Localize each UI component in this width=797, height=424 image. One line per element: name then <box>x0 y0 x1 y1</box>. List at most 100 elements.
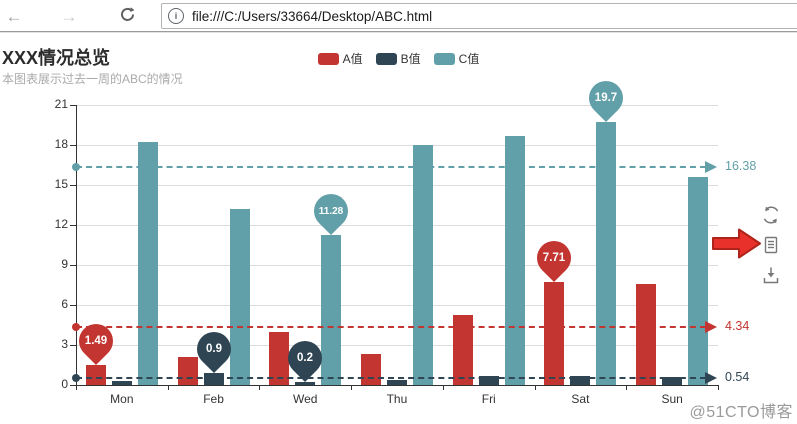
x-axis-tick <box>351 385 353 390</box>
watermark: @51CTO博客 <box>689 404 793 421</box>
chart-legend: A值 B值 C值 <box>0 50 797 67</box>
y-axis-label: 0 <box>61 377 68 391</box>
markline-label: 0.54 <box>725 369 750 384</box>
legend-swatch-b <box>375 52 397 65</box>
bar-B值-Wed[interactable] <box>295 382 316 385</box>
bar-A值-Mon[interactable] <box>85 365 106 385</box>
y-axis-tick <box>70 345 76 346</box>
markline-start-dot <box>72 373 80 382</box>
y-axis-tick <box>70 225 76 226</box>
bar-A值-Wed[interactable] <box>269 331 290 385</box>
page-info-icon[interactable]: i <box>168 8 184 24</box>
reload-button[interactable] <box>115 4 139 28</box>
legend-swatch-c <box>433 52 455 65</box>
markpoint-C值-Wed: 11.28 <box>307 186 356 235</box>
markpoint-B值-Feb: 0.9 <box>189 324 238 374</box>
legend-item-b[interactable]: B值 <box>375 50 421 67</box>
x-axis-tick <box>76 385 77 390</box>
browser-toolbar: ← → i file:///C:/Users/33664/Desktop/ABC… <box>0 0 797 32</box>
gridline <box>76 225 718 226</box>
x-axis-label: Mon <box>110 392 134 406</box>
bar-A值-Feb[interactable] <box>177 357 198 385</box>
x-axis-tick <box>167 385 169 390</box>
bar-A值-Thu[interactable] <box>361 354 381 385</box>
markline <box>76 165 706 168</box>
y-axis-tick <box>70 385 76 386</box>
refresh-icon[interactable] <box>761 205 781 225</box>
markline-start-dot <box>72 323 80 332</box>
markline-label: 16.38 <box>725 158 757 173</box>
address-bar[interactable]: i file:///C:/Users/33664/Desktop/ABC.htm… <box>161 3 797 29</box>
legend-swatch-a <box>317 52 339 65</box>
markline-arrow <box>705 321 717 334</box>
bar-B值-Feb[interactable] <box>203 373 224 385</box>
bar-A值-Fri[interactable] <box>452 315 473 385</box>
y-axis-label: 21 <box>54 97 68 111</box>
x-axis-tick <box>534 385 536 390</box>
gridline <box>76 305 718 306</box>
y-axis-label: 15 <box>54 177 68 191</box>
bar-B值-Fri[interactable] <box>478 375 499 385</box>
bar-A值-Sat[interactable] <box>544 282 565 385</box>
markline-arrow <box>705 371 717 384</box>
y-axis-label: 12 <box>54 217 68 231</box>
markpoint-label: 11.28 <box>319 205 344 217</box>
x-axis-label: Thu <box>386 392 408 406</box>
x-axis-tick <box>718 385 719 390</box>
x-axis-label: Wed <box>293 392 318 406</box>
markline-label: 4.34 <box>725 319 750 334</box>
bar-B值-Mon[interactable] <box>111 381 132 385</box>
bar-B值-Sun[interactable] <box>662 377 683 385</box>
gridline <box>76 105 718 106</box>
x-axis-tick <box>442 385 444 390</box>
bar-C值-Sat[interactable] <box>596 122 617 385</box>
markline <box>76 326 706 329</box>
y-axis-label: 9 <box>61 257 68 271</box>
bar-C值-Sun[interactable] <box>688 177 709 385</box>
back-button[interactable]: ← <box>2 4 26 28</box>
markpoint-label: 19.7 <box>595 92 618 105</box>
chart-toolbox <box>761 205 781 285</box>
bar-B值-Sat[interactable] <box>570 375 591 385</box>
legend-label-c: C值 <box>458 52 480 66</box>
x-axis-tick <box>259 385 261 390</box>
markpoint-A值-Mon: 1.49 <box>71 317 120 366</box>
markpoint-C值-Sat: 19.7 <box>582 74 631 123</box>
x-axis-label: Feb <box>203 392 224 406</box>
x-axis-tick <box>626 385 628 390</box>
y-axis-label: 6 <box>61 297 68 311</box>
x-axis-label: Sat <box>571 392 590 406</box>
x-axis-label: Fri <box>481 392 496 406</box>
bar-C值-Mon[interactable] <box>137 142 158 385</box>
download-icon[interactable] <box>761 265 781 285</box>
markpoint-label: 7.71 <box>543 252 566 265</box>
annotation-arrow <box>712 228 762 264</box>
bar-C值-Feb[interactable] <box>229 209 250 385</box>
forward-button[interactable]: → <box>57 4 81 28</box>
url-text: file:///C:/Users/33664/Desktop/ABC.html <box>192 8 433 24</box>
y-axis-tick <box>70 145 76 146</box>
y-axis-tick <box>70 105 76 106</box>
legend-label-b: B值 <box>400 52 421 66</box>
bar-A值-Sun[interactable] <box>636 283 657 385</box>
y-axis-tick <box>70 185 76 186</box>
bar-C值-Wed[interactable] <box>321 234 342 385</box>
markpoint-label: 1.49 <box>84 335 108 348</box>
markline <box>76 376 706 379</box>
chart-subtitle: 本图表展示过去一周的ABC的情况 <box>2 72 183 86</box>
gridline <box>76 185 718 186</box>
gridline <box>76 345 718 346</box>
markpoint-label: 0.9 <box>205 343 222 355</box>
legend-item-c[interactable]: C值 <box>433 50 480 67</box>
bar-C值-Fri[interactable] <box>504 135 525 385</box>
reload-icon <box>119 6 136 26</box>
y-axis-tick <box>70 265 76 266</box>
back-arrow-icon: ← <box>5 6 23 26</box>
bar-B值-Thu[interactable] <box>387 379 407 385</box>
y-axis-label: 3 <box>61 337 68 351</box>
data-view-icon[interactable] <box>761 235 781 255</box>
legend-item-a[interactable]: A值 <box>317 50 363 67</box>
bar-C值-Thu[interactable] <box>413 145 433 385</box>
markpoint-label: 0.2 <box>297 352 314 365</box>
